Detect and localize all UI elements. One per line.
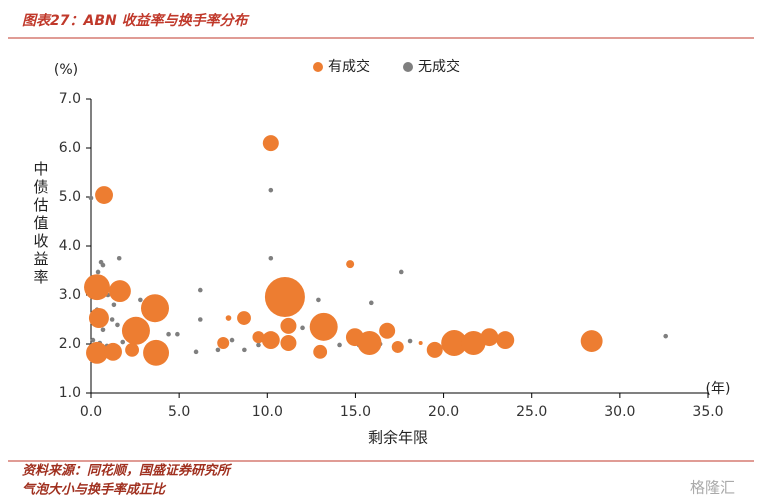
bubble (95, 186, 113, 204)
point (316, 297, 321, 303)
bubble (225, 315, 232, 321)
point (100, 327, 106, 333)
bubble (391, 340, 404, 353)
bubble (121, 316, 150, 345)
y-tick-label: 7.0 (59, 91, 81, 107)
bubble (357, 331, 382, 356)
y-unit: (%) (54, 62, 78, 78)
bubble (84, 274, 110, 301)
source: 资料来源：同花顺，国盛证券研究所 (22, 463, 233, 479)
point (197, 317, 203, 322)
y-tick-label: 5.0 (59, 189, 81, 205)
bubble (313, 344, 328, 359)
bubble (441, 330, 468, 356)
point (166, 331, 171, 337)
point (138, 297, 143, 303)
point (193, 349, 199, 355)
x-axis-title: 剩余年限 (368, 429, 428, 447)
bubble (496, 331, 515, 350)
x-tick-label: 20.0 (428, 404, 459, 420)
point (111, 302, 117, 308)
y-tick-label: 3.0 (59, 287, 81, 303)
legend-marker (313, 62, 323, 72)
bubble (309, 312, 338, 341)
point (116, 255, 122, 261)
bubble (88, 308, 109, 329)
y-tick-label: 4.0 (59, 238, 81, 254)
bubble (86, 341, 108, 364)
bubble (580, 330, 603, 353)
bubble (418, 341, 423, 346)
point (120, 339, 126, 345)
x-tick-label: 5.0 (168, 404, 190, 420)
legend-marker (403, 62, 413, 72)
y-tick-label: 6.0 (59, 140, 81, 156)
point (229, 337, 235, 343)
x-tick-label: 0.0 (80, 404, 102, 420)
note: 气泡大小与换手率成正比 (22, 482, 167, 498)
bubble (280, 335, 297, 352)
point (95, 269, 101, 275)
point (175, 331, 180, 337)
bubble (379, 322, 396, 339)
point (407, 338, 413, 344)
bubble (140, 294, 169, 323)
page-title: 图表27：ABN 收益率与换手率分布 (22, 12, 250, 29)
point (88, 195, 94, 201)
bubble (143, 339, 170, 366)
point (242, 347, 247, 353)
x-tick-label: 10.0 (252, 404, 283, 420)
point (215, 347, 221, 353)
bubble (217, 337, 230, 350)
bubble (252, 331, 265, 344)
point (100, 262, 106, 268)
x-tick-label: 25.0 (516, 404, 547, 420)
y-tick-label: 1.0 (59, 385, 81, 401)
point (268, 255, 274, 261)
bubble (262, 135, 279, 152)
point (109, 317, 115, 322)
bubble (461, 331, 486, 356)
point (115, 322, 120, 328)
x-tick-label: 35.0 (692, 404, 723, 420)
bubble (480, 328, 499, 347)
bubble (426, 341, 443, 358)
x-unit: (年) (706, 381, 731, 397)
point (197, 287, 203, 293)
bubble (261, 331, 280, 350)
point (368, 300, 374, 306)
bubble (280, 317, 297, 334)
point (663, 333, 668, 339)
bubble (237, 311, 251, 325)
point (268, 187, 274, 193)
x-tick-label: 30.0 (604, 404, 635, 420)
point (300, 325, 305, 331)
watermark: 格隆汇 (690, 479, 735, 497)
bubble (264, 276, 305, 317)
bubble (125, 342, 140, 357)
bubble (108, 280, 131, 303)
y-axis-title: 中债估值收益率 (32, 161, 50, 287)
legend-label: 有成交 (328, 58, 370, 75)
point (256, 342, 261, 348)
bubble (104, 342, 122, 361)
point (337, 342, 342, 348)
x-tick-label: 15.0 (340, 404, 371, 420)
legend-label: 无成交 (418, 58, 460, 75)
point (90, 337, 96, 343)
y-tick-label: 2.0 (59, 336, 81, 352)
point (398, 269, 404, 275)
bubble (346, 260, 355, 269)
